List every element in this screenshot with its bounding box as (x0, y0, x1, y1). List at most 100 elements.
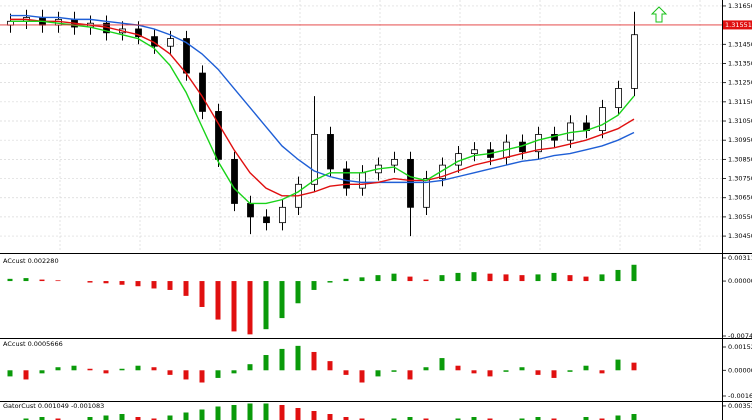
histogram-bar (231, 281, 237, 332)
histogram-bar (199, 370, 205, 383)
panel-title: ACcust 0.0005666 (3, 340, 63, 348)
histogram-bar (151, 367, 157, 371)
histogram-bar (199, 409, 205, 420)
histogram-bar (407, 370, 413, 380)
histogram-bar (631, 264, 637, 282)
y-tick-label: 1.30950 (728, 136, 752, 144)
histogram-bar (551, 370, 557, 378)
histogram-bar (615, 415, 621, 420)
histogram-bar (7, 370, 13, 377)
histogram-bar (455, 418, 461, 420)
signal-arrow (650, 6, 668, 23)
histogram-bar (455, 272, 461, 282)
histogram-bar (599, 418, 605, 420)
histogram-bar (215, 281, 221, 320)
histogram-bar (39, 417, 45, 420)
histogram-bar (487, 273, 493, 282)
y-tick-label: 0.003114 (728, 254, 752, 262)
histogram-bar (551, 272, 557, 282)
candle-body (423, 178, 430, 208)
candle-body (359, 172, 366, 189)
y-tick-label: 1.31250 (728, 79, 752, 87)
histogram-bar (199, 281, 205, 307)
histogram-bar (247, 364, 253, 371)
candle-body (471, 149, 478, 155)
histogram-bar (39, 279, 45, 282)
candle-body (231, 158, 238, 204)
histogram-bar (487, 370, 493, 377)
histogram-bar (23, 278, 29, 282)
histogram-bar (151, 281, 157, 289)
histogram-bar (535, 370, 541, 375)
histogram-bar (583, 365, 589, 371)
histogram-bar (423, 279, 429, 282)
histogram-bar (183, 370, 189, 380)
candle-body (135, 28, 142, 38)
histogram-bar (263, 281, 269, 330)
histogram-bar (407, 276, 413, 282)
histogram-bar (55, 367, 61, 371)
histogram-bar (39, 370, 45, 374)
histogram-bar (567, 370, 573, 372)
candle-body (327, 134, 334, 170)
histogram-bar (23, 418, 29, 420)
histogram-bar (183, 281, 189, 296)
y-tick-label: -0.0016835 (728, 392, 752, 400)
candle-body (407, 158, 414, 208)
histogram-bar (263, 355, 269, 371)
y-tick-label: 1.30550 (728, 213, 752, 221)
histogram-bar (391, 370, 397, 372)
histogram-bar (183, 412, 189, 420)
histogram-bar (535, 274, 541, 282)
histogram-bar (551, 418, 557, 420)
histogram-bar (279, 405, 285, 420)
candle-body (279, 206, 286, 224)
y-tick-label: 0.0000000 (728, 366, 752, 374)
histogram-bar (407, 417, 413, 420)
histogram-bar (279, 348, 285, 371)
histogram-bar (327, 361, 333, 371)
panel-title: ACcust 0.002280 (3, 257, 59, 265)
candle-body (247, 203, 254, 218)
histogram-bar (231, 405, 237, 420)
histogram-bar (503, 370, 509, 372)
histogram-bar (247, 403, 253, 420)
histogram-bar (71, 365, 77, 371)
moving-average-line (10, 18, 635, 197)
candle-body (391, 158, 398, 166)
candle-body (199, 72, 206, 112)
histogram-bar (519, 418, 525, 420)
histogram-bar (439, 275, 445, 282)
histogram-bar (87, 368, 93, 371)
histogram-bar (519, 367, 525, 371)
moving-average-line (10, 20, 635, 205)
current-price-box (723, 20, 752, 30)
histogram-bar (359, 418, 365, 420)
histogram-bar (119, 414, 125, 420)
plot-area (0, 0, 722, 420)
histogram-bar (135, 417, 141, 420)
histogram-bar (103, 370, 109, 374)
histogram-bar (503, 274, 509, 282)
histogram-bar (599, 370, 605, 374)
y-tick-label: 1.30850 (728, 155, 752, 163)
candle-body (455, 153, 462, 166)
histogram-bar (135, 365, 141, 371)
histogram-bar (167, 415, 173, 420)
histogram-bar (631, 414, 637, 420)
candle-body (215, 111, 222, 160)
histogram-bar (7, 278, 13, 282)
histogram-bar (471, 272, 477, 282)
histogram-bar (231, 370, 237, 374)
moving-average-line (10, 14, 635, 184)
histogram-bar (439, 358, 445, 371)
histogram-bar (119, 281, 125, 285)
histogram-bar (535, 417, 541, 420)
histogram-bar (343, 278, 349, 282)
histogram-bar (55, 418, 61, 420)
histogram-bar (327, 281, 333, 283)
histogram-bar (359, 277, 365, 282)
